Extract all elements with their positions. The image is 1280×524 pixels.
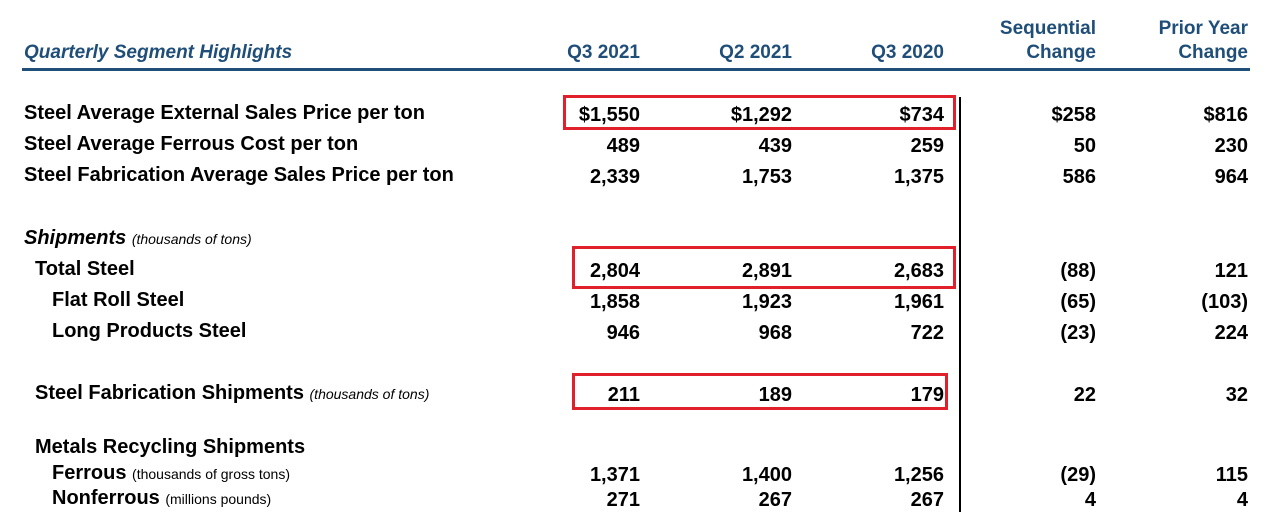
cell-total-steel-q3-2020: 2,683 [893,260,944,282]
row-label-fab-shipments-note: (thousands of tons) [309,386,430,402]
cell-fab-shipments-q2-2021: 189 [758,384,792,406]
cell-ferrous-prior-year: 115 [1215,464,1248,486]
row-label-ferrous: Ferrous (thousands of gross tons) [52,461,290,486]
cell-nonferrous-sequential: 4 [1084,489,1096,511]
cell-total-steel-sequential: (88) [1060,260,1096,282]
cell-flat-roll-q3-2021: 1,858 [589,291,640,313]
row-label-total-steel: Total Steel [35,258,135,280]
cell-fab-price-q3-2021: 2,339 [589,166,640,188]
row-label-fab-shipments-text: Steel Fabrication Shipments [35,382,304,404]
section-heading-shipments: Shipments (thousands of tons) [24,226,252,251]
col-header-sequential-line1: Sequential [999,18,1096,39]
row-label-ferrous-cost: Steel Average Ferrous Cost per ton [24,133,359,155]
cell-ferrous-sequential: (29) [1060,464,1096,486]
cell-fab-shipments-sequential: 22 [1073,384,1096,406]
cell-fab-price-sequential: 586 [1062,166,1096,188]
row-label-ferrous-text: Ferrous [52,462,127,484]
col-header-q3-2020: Q3 2020 [871,42,944,63]
section-heading-shipments-label: Shipments [24,227,127,249]
cell-price-q2-2021: $1,292 [730,104,792,126]
col-header-q3-2021: Q3 2021 [567,42,640,63]
cell-ferrous-q3-2020: 1,256 [893,464,944,486]
cell-total-steel-q2-2021: 2,891 [741,260,792,282]
col-header-prior-year-line2: Change [1178,42,1248,63]
cell-long-products-prior-year: 224 [1214,322,1248,344]
highlight-box-total-steel [572,246,956,289]
cell-price-sequential: $258 [1051,104,1097,126]
cell-fab-price-q3-2020: 1,375 [893,166,944,188]
highlight-box-fab-shipments [572,373,948,410]
row-label-ferrous-note: (thousands of gross tons) [132,466,291,482]
cell-price-q3-2021: $1,550 [578,104,640,126]
highlight-box-price [563,95,956,130]
cell-total-steel-q3-2021: 2,804 [589,260,640,282]
cell-ferrous-q2-2021: 1,400 [741,464,792,486]
row-label-price: Steel Average External Sales Price per t… [24,102,425,124]
col-header-q2-2021: Q2 2021 [719,42,792,63]
cell-long-products-sequential: (23) [1060,322,1096,344]
row-label-nonferrous-text: Nonferrous [52,487,160,509]
column-separator [959,97,961,512]
cell-flat-roll-sequential: (65) [1060,291,1096,313]
cell-fab-price-prior-year: 964 [1214,166,1248,188]
cell-ferrous-cost-q3-2021: 489 [606,135,640,157]
section-heading-shipments-note: (thousands of tons) [131,231,252,247]
row-label-nonferrous-note: (millions pounds) [165,491,272,507]
cell-price-q3-2020: $734 [899,104,945,126]
cell-flat-roll-q2-2021: 1,923 [741,291,792,313]
cell-fab-price-q2-2021: 1,753 [741,166,792,188]
col-header-sequential-line2: Change [1026,42,1096,63]
cell-price-prior-year: $816 [1203,104,1249,126]
cell-fab-shipments-q3-2021: 211 [607,384,640,406]
cell-flat-roll-q3-2020: 1,961 [893,291,944,313]
col-header-prior-year-line1: Prior Year [1158,18,1248,39]
cell-nonferrous-q3-2021: 271 [606,489,640,511]
cell-nonferrous-q2-2021: 267 [758,489,792,511]
cell-long-products-q3-2020: 722 [910,322,944,344]
row-label-long-products: Long Products Steel [52,320,247,342]
row-label-fab-shipments: Steel Fabrication Shipments (thousands o… [35,381,429,406]
cell-total-steel-prior-year: 121 [1214,260,1248,282]
cell-nonferrous-q3-2020: 267 [910,489,944,511]
cell-ferrous-cost-q3-2020: 259 [910,135,944,157]
cell-long-products-q2-2021: 968 [758,322,792,344]
cell-nonferrous-prior-year: 4 [1236,489,1248,511]
row-label-flat-roll: Flat Roll Steel [52,289,185,311]
table-title: Quarterly Segment Highlights [24,42,293,63]
section-heading-recycling: Metals Recycling Shipments [35,436,306,458]
cell-ferrous-cost-prior-year: 230 [1214,135,1248,157]
cell-flat-roll-prior-year: (103) [1201,291,1248,313]
cell-ferrous-q3-2021: 1,371 [589,464,640,486]
row-label-nonferrous: Nonferrous (millions pounds) [52,486,271,511]
cell-fab-shipments-q3-2020: 179 [910,384,944,406]
cell-ferrous-cost-q2-2021: 439 [758,135,792,157]
row-label-fab-price: Steel Fabrication Average Sales Price pe… [24,164,454,186]
cell-ferrous-cost-sequential: 50 [1073,135,1096,157]
header-rule [22,68,1250,71]
cell-long-products-q3-2021: 946 [606,322,640,344]
cell-fab-shipments-prior-year: 32 [1225,384,1248,406]
